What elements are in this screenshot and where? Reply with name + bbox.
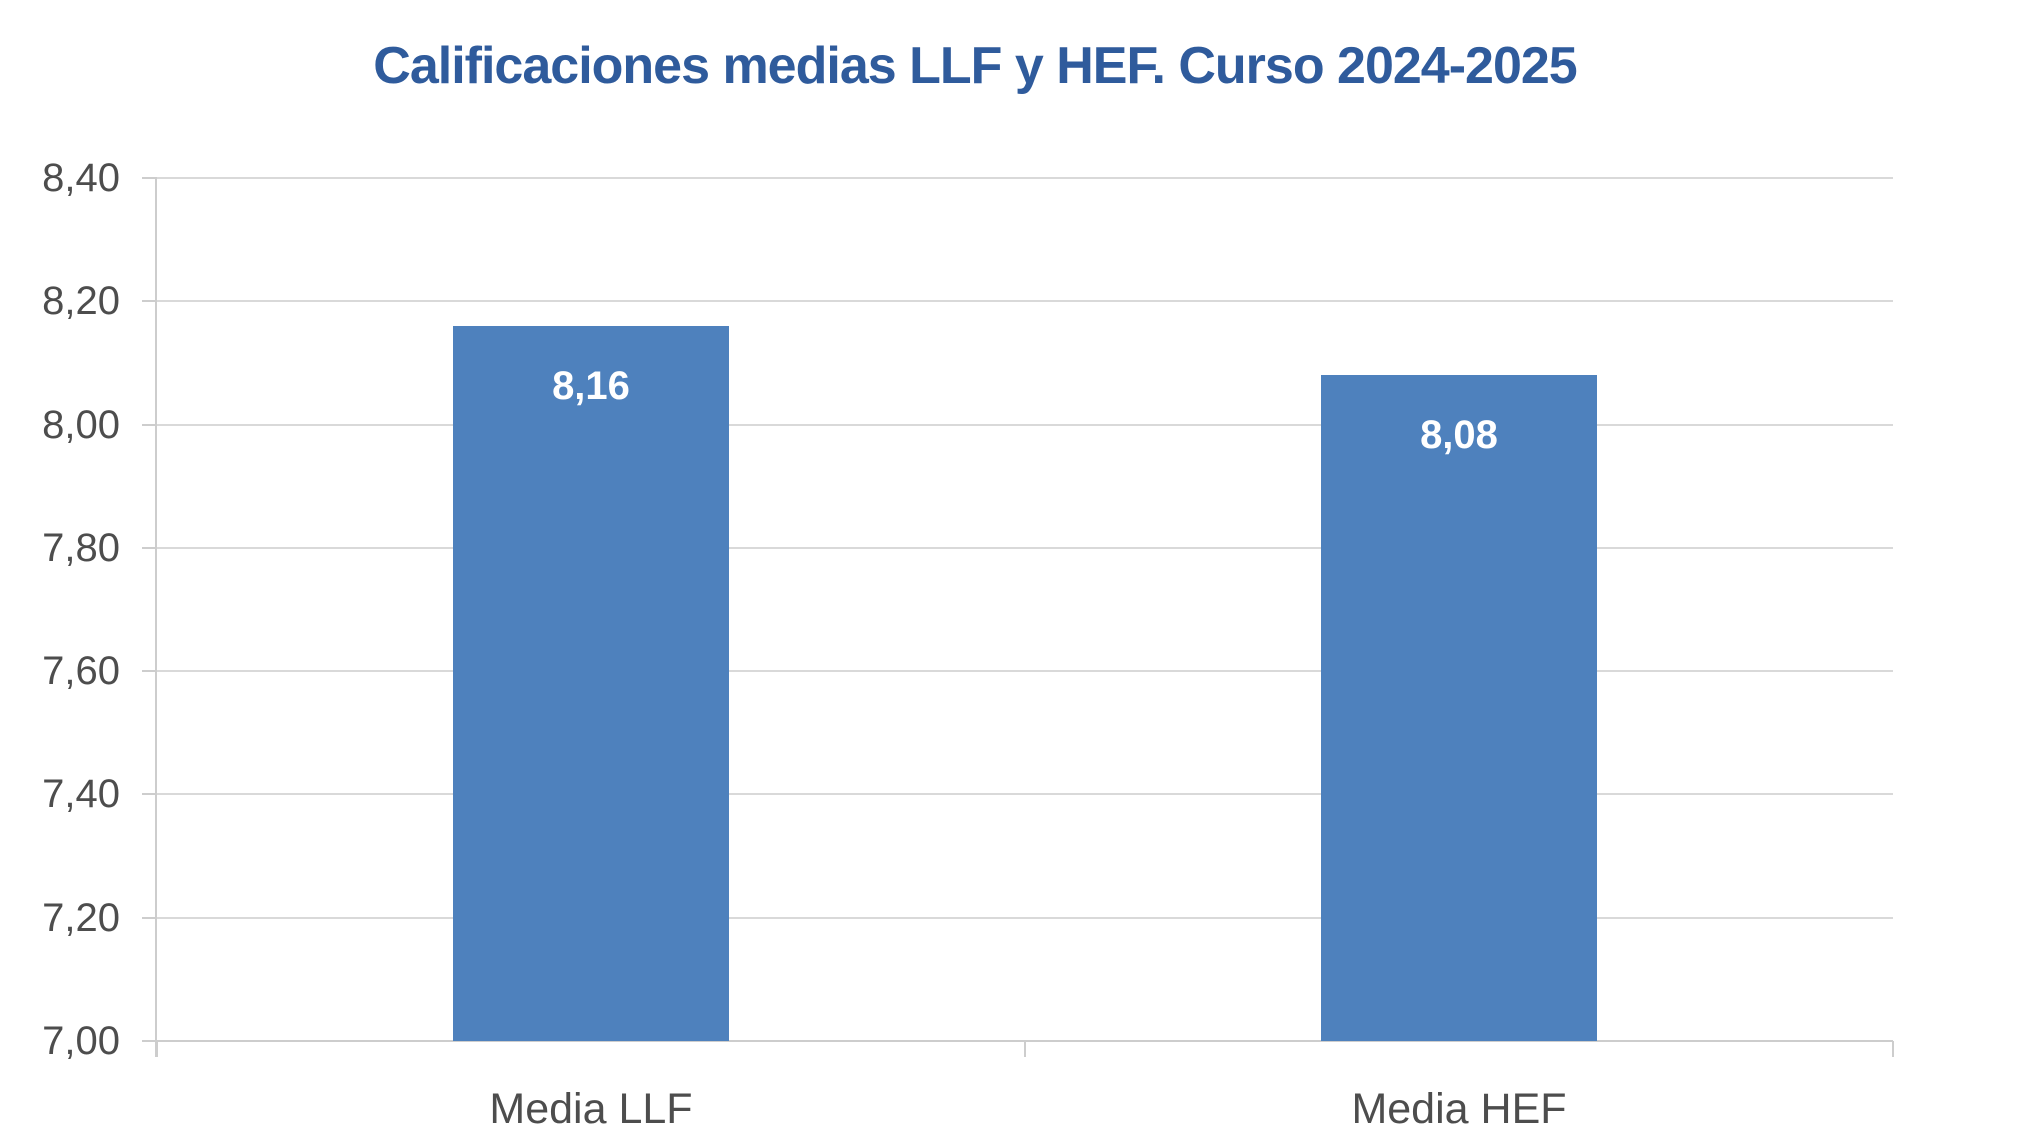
y-axis-tick [142, 300, 157, 302]
bar-media-hef: 8,08 [1321, 375, 1597, 1041]
y-axis-tick [142, 917, 157, 919]
gridline [157, 547, 1893, 549]
chart-title: Calificaciones medias LLF y HEF. Curso 2… [373, 37, 1577, 95]
y-axis-tick [142, 793, 157, 795]
y-tick-label: 7,40 [42, 772, 120, 816]
data-label: 8,16 [552, 364, 630, 408]
category-label: Media LLF [489, 1085, 693, 1133]
y-tick-label: 7,80 [42, 526, 120, 570]
gridline [157, 300, 1893, 302]
y-axis-tick [142, 177, 157, 179]
y-axis-tick [142, 547, 157, 549]
y-tick-label: 7,20 [42, 896, 120, 940]
y-tick-label: 7,00 [42, 1019, 120, 1063]
y-axis-tick [142, 670, 157, 672]
data-label: 8,08 [1420, 413, 1498, 457]
gridline [157, 177, 1893, 179]
x-axis-tick [1892, 1041, 1894, 1057]
y-tick-label: 8,00 [42, 403, 120, 447]
plot-area: 8,16 8,08 [157, 177, 1893, 1042]
gridline [157, 424, 1893, 426]
bar-media-llf: 8,16 [453, 326, 729, 1041]
y-axis-tick [142, 1040, 157, 1042]
gridline [157, 917, 1893, 919]
x-axis-tick [156, 1041, 158, 1057]
y-tick-label: 8,40 [42, 156, 120, 200]
y-axis-line [155, 178, 157, 1057]
category-label: Media HEF [1351, 1085, 1567, 1133]
y-tick-label: 8,20 [42, 279, 120, 323]
x-axis-tick [1024, 1041, 1026, 1057]
gridline [157, 793, 1893, 795]
y-tick-label: 7,60 [42, 649, 120, 693]
gridline [157, 670, 1893, 672]
y-axis-tick [142, 424, 157, 426]
